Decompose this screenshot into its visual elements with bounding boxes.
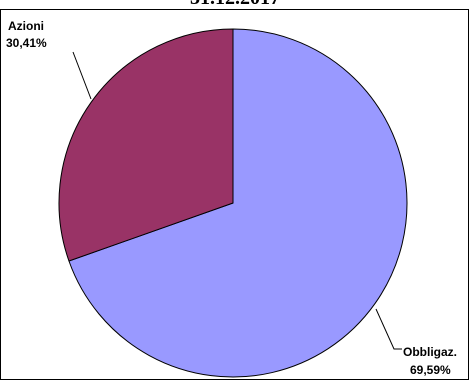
leader-line-obbligaz — [375, 308, 402, 350]
slice-label-obbligaz: Obbligaz. — [403, 345, 457, 359]
slice-value-obbligaz: 69,59% — [410, 363, 451, 377]
pie-slice-azioni — [58, 28, 234, 262]
slice-value-azioni: 30,41% — [6, 36, 47, 50]
pie-slice-obbligaz — [68, 28, 408, 378]
leader-line-azioni — [72, 51, 92, 100]
slice-label-azioni: Azioni — [8, 19, 44, 33]
chart-title: 31.12.2017 — [0, 0, 470, 10]
